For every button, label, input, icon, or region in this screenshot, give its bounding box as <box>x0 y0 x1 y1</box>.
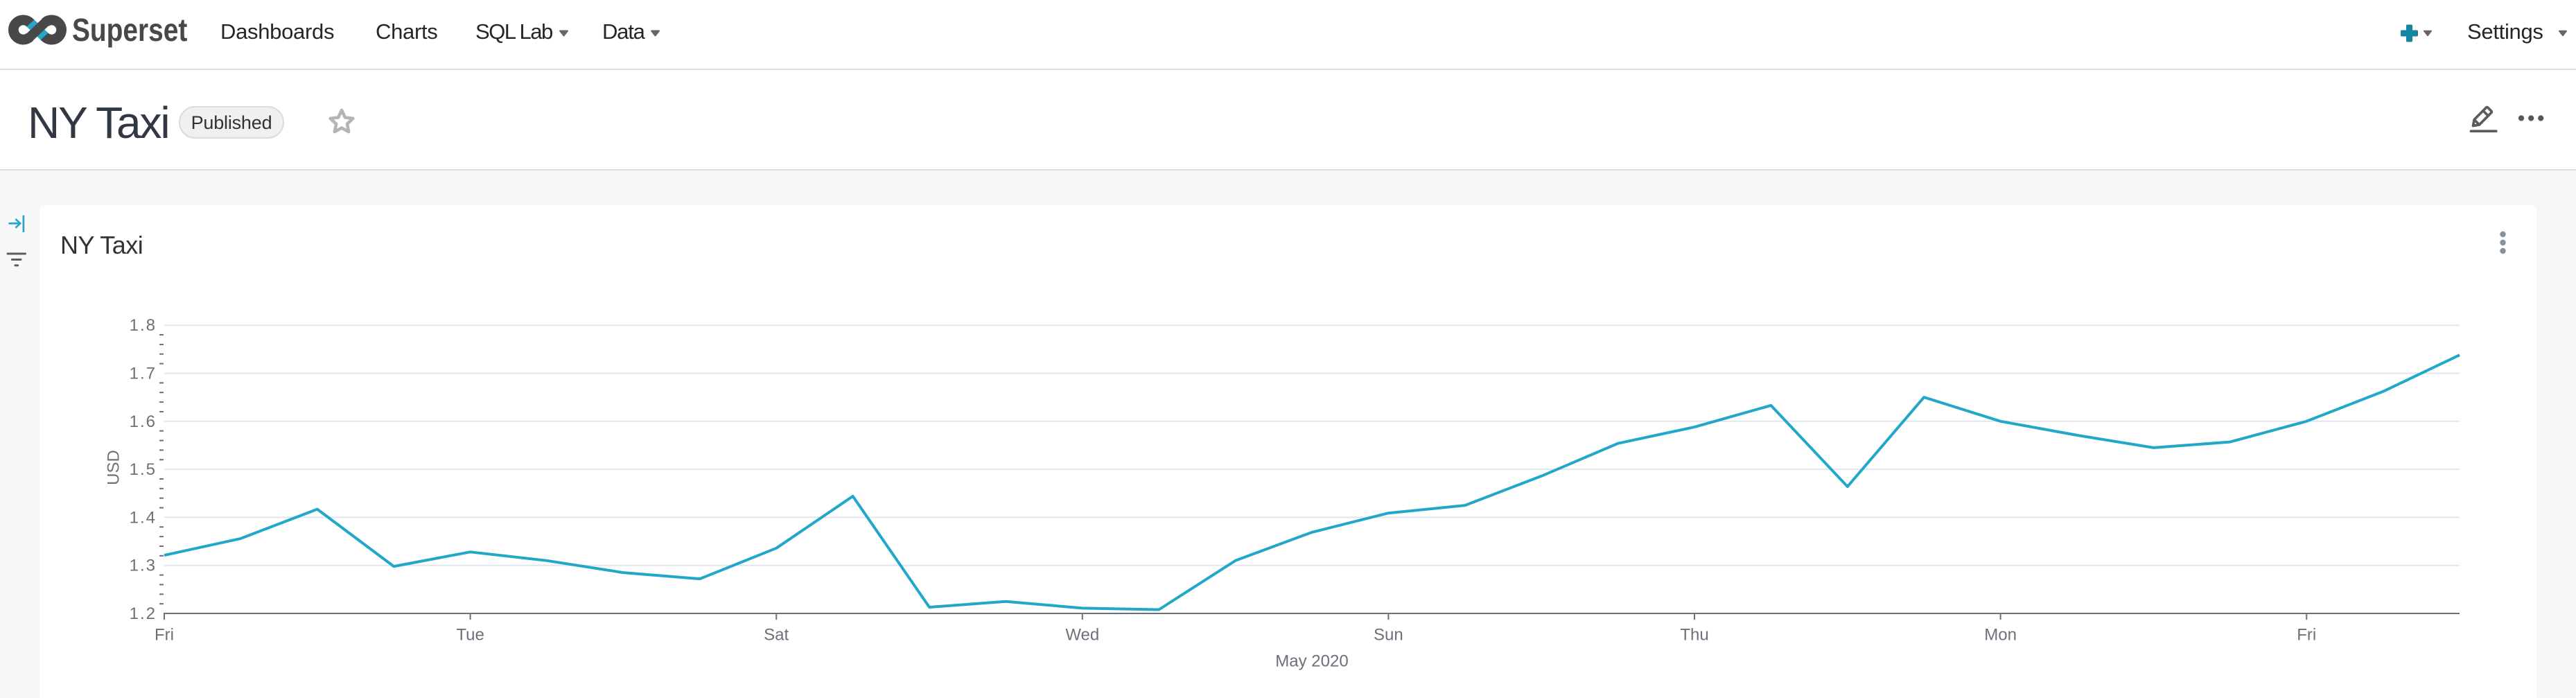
svg-text:1.7: 1.7 <box>130 365 157 383</box>
svg-text:Fri: Fri <box>2297 626 2316 645</box>
svg-text:1.8: 1.8 <box>130 316 157 335</box>
svg-text:1.5: 1.5 <box>130 460 157 479</box>
svg-text:Fri: Fri <box>155 626 174 645</box>
svg-text:May 2020: May 2020 <box>1275 652 1348 671</box>
svg-text:1.3: 1.3 <box>130 557 157 575</box>
svg-text:1.6: 1.6 <box>130 412 157 431</box>
svg-text:USD: USD <box>105 450 123 485</box>
svg-text:Mon: Mon <box>1984 626 2017 645</box>
svg-text:1.2: 1.2 <box>130 604 157 623</box>
svg-text:Tue: Tue <box>456 626 484 645</box>
svg-text:Sat: Sat <box>764 626 789 645</box>
svg-text:Wed: Wed <box>1065 626 1099 645</box>
svg-text:Thu: Thu <box>1680 626 1708 645</box>
svg-text:1.4: 1.4 <box>130 508 157 527</box>
svg-text:Sun: Sun <box>1374 626 1403 645</box>
